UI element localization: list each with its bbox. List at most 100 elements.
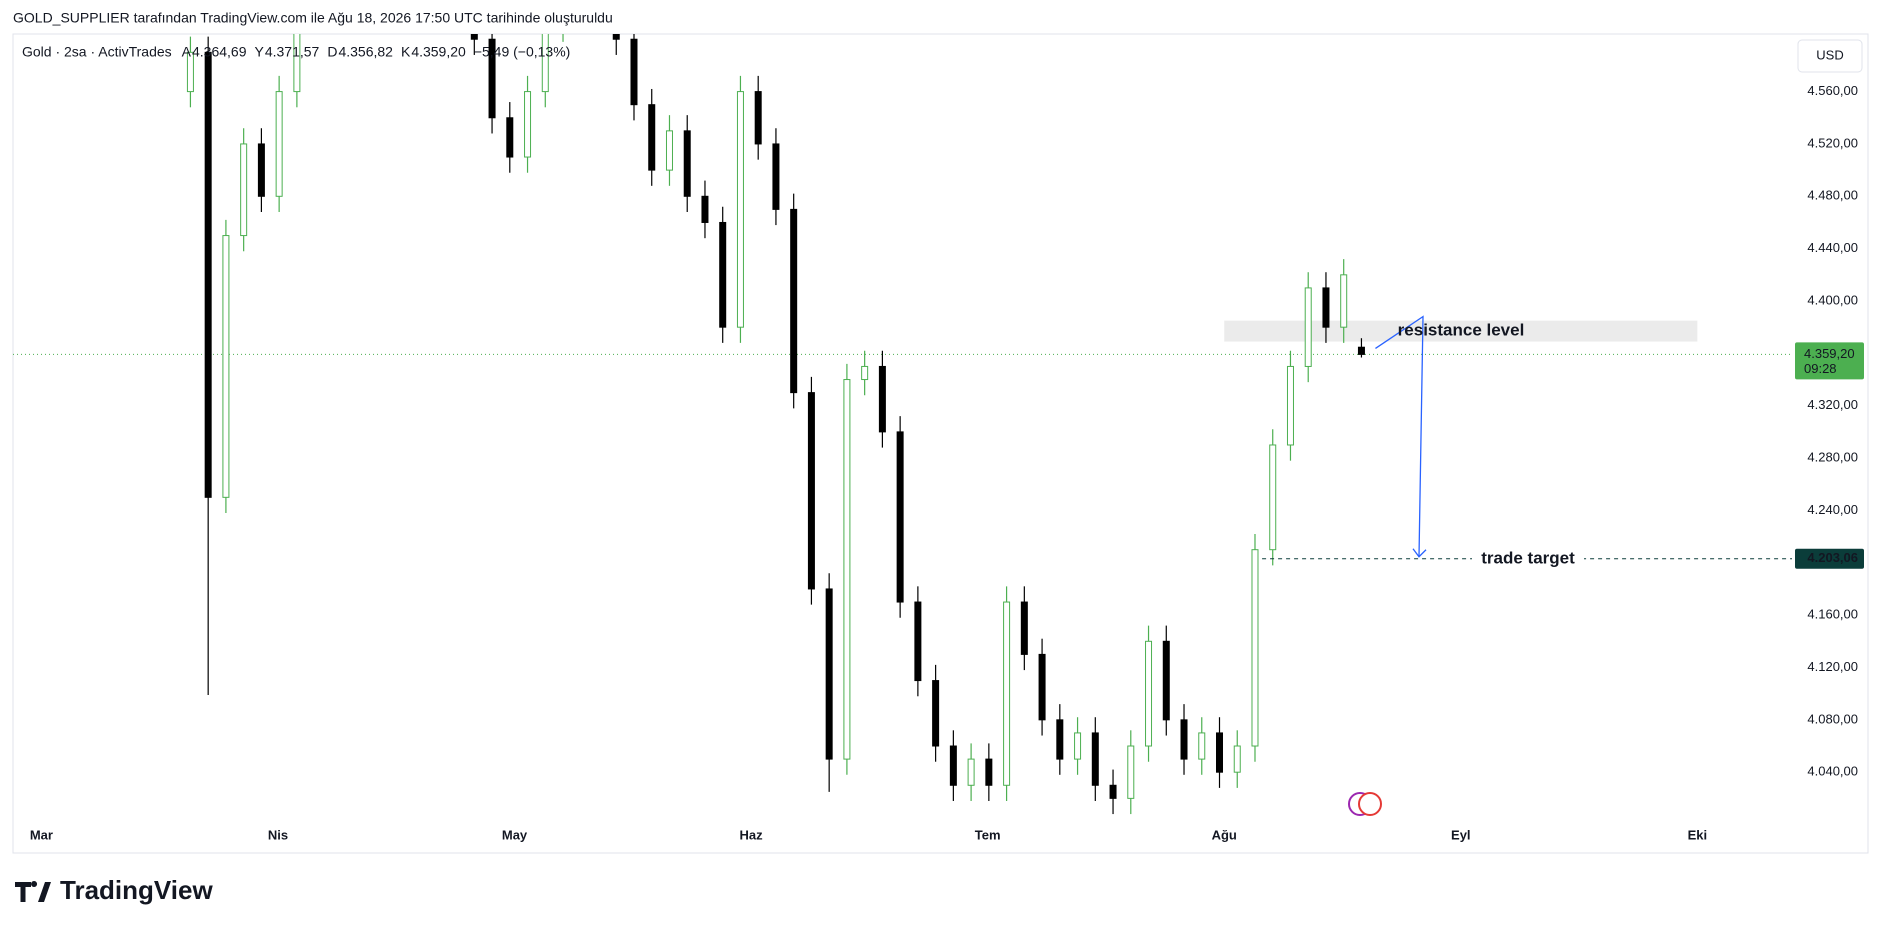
target-tag bbox=[1795, 548, 1864, 569]
candle-body bbox=[293, 34, 301, 93]
chart-title: Gold · 2sa · ActivTrades bbox=[22, 44, 172, 60]
logo-text: TradingView bbox=[60, 875, 213, 905]
y-tick-label: 4.120,00 bbox=[1807, 659, 1858, 674]
y-tick-label: 4.480,00 bbox=[1807, 188, 1858, 203]
x-tick-label: Eki bbox=[1688, 827, 1708, 842]
candle-body bbox=[541, 34, 549, 93]
candle-body bbox=[1251, 549, 1259, 747]
candle-body bbox=[630, 38, 638, 106]
candle-body bbox=[1233, 745, 1241, 773]
candle-body bbox=[878, 365, 886, 433]
ohlc-label: D bbox=[327, 44, 337, 60]
attribution: GOLD_SUPPLIER tarafından TradingView.com… bbox=[13, 10, 613, 26]
y-tick-label: 4.160,00 bbox=[1807, 607, 1858, 622]
candle-body bbox=[1322, 287, 1330, 328]
arrow-head bbox=[1412, 548, 1427, 558]
y-tick-label: 4.320,00 bbox=[1807, 397, 1858, 412]
ohlc-label: Y bbox=[255, 44, 265, 60]
x-tick-label: Nis bbox=[268, 827, 288, 842]
x-tick-label: Eyl bbox=[1451, 827, 1471, 842]
ohlc-label: K bbox=[401, 44, 411, 60]
candle-body bbox=[914, 601, 922, 682]
ohlc-value: 4.359,20 bbox=[411, 44, 466, 60]
candle-body bbox=[683, 130, 691, 197]
last-price-tag bbox=[1795, 342, 1864, 380]
candle-body bbox=[506, 117, 514, 158]
candle-body bbox=[896, 431, 904, 603]
y-tick-label: 4.440,00 bbox=[1807, 240, 1858, 255]
y-tick-label: 4.040,00 bbox=[1807, 764, 1858, 779]
target-price-label: 4.203,06 bbox=[1807, 550, 1858, 565]
candle-body bbox=[1286, 365, 1294, 446]
x-tick-label: Tem bbox=[975, 827, 1001, 842]
candle-body bbox=[612, 34, 620, 40]
candle-body bbox=[665, 130, 673, 171]
candle-body bbox=[1145, 640, 1153, 747]
candle-body bbox=[524, 91, 532, 158]
candle-body bbox=[1216, 732, 1224, 773]
ohlc-value: 4.371,57 bbox=[265, 44, 320, 60]
y-tick-label: 4.280,00 bbox=[1807, 450, 1858, 465]
logo-icon bbox=[15, 881, 51, 902]
candle-body bbox=[1357, 346, 1365, 355]
candle-body bbox=[648, 104, 656, 171]
candle-body bbox=[701, 195, 709, 223]
currency: USD bbox=[1816, 47, 1843, 62]
candle-body bbox=[736, 91, 744, 328]
candle-body bbox=[843, 379, 851, 760]
chart-frame bbox=[12, 33, 1869, 854]
candle-body bbox=[967, 758, 975, 786]
candle-body bbox=[186, 51, 194, 93]
x-tick-label: May bbox=[502, 827, 528, 842]
y-tick-label: 4.080,00 bbox=[1807, 711, 1858, 726]
candle-body bbox=[1340, 274, 1348, 328]
x-tick-label: Mar bbox=[30, 827, 53, 842]
candle-body bbox=[1269, 444, 1277, 551]
candle-body bbox=[1304, 287, 1312, 367]
x-tick-label: Haz bbox=[740, 827, 764, 842]
arrow bbox=[1375, 315, 1424, 557]
candle-body bbox=[790, 208, 798, 394]
candle-body bbox=[985, 758, 993, 786]
y-tick-label: 4.240,00 bbox=[1807, 502, 1858, 517]
candle-body bbox=[257, 143, 265, 197]
target-label-bg bbox=[1472, 548, 1584, 569]
x-tick-label: Ağu bbox=[1212, 827, 1237, 842]
candle-body bbox=[1162, 640, 1170, 721]
currency-button[interactable] bbox=[1797, 39, 1863, 73]
candle-body bbox=[719, 221, 727, 328]
logo: TradingView bbox=[15, 875, 213, 905]
price-change: −5,49 (−0,13%) bbox=[474, 44, 571, 60]
candle-body bbox=[861, 365, 869, 381]
countdown: 09:28 bbox=[1804, 361, 1837, 376]
overlay: Gold · 2sa · ActivTrades A 4.364,69 Y 4.371,… bbox=[22, 44, 1864, 842]
candle-body bbox=[1127, 745, 1135, 799]
candle-body bbox=[1180, 719, 1188, 760]
candle-body bbox=[1074, 732, 1082, 760]
target-label: trade target bbox=[1481, 548, 1575, 567]
candle-body bbox=[1198, 732, 1206, 760]
candle-body bbox=[949, 745, 957, 786]
candle-body bbox=[488, 38, 496, 119]
y-tick-label: 4.400,00 bbox=[1807, 292, 1858, 307]
candle-body bbox=[275, 91, 283, 197]
y-tick-label: 4.520,00 bbox=[1807, 135, 1858, 150]
candle-body bbox=[204, 51, 212, 498]
ohlc-label: A bbox=[182, 44, 192, 60]
candle-body bbox=[240, 143, 248, 237]
candle-body bbox=[1038, 653, 1046, 721]
ohlc-value: 4.356,82 bbox=[338, 44, 393, 60]
candle-body bbox=[1003, 601, 1011, 786]
candle-body bbox=[932, 680, 940, 747]
plot-area bbox=[13, 34, 1792, 815]
y-tick-label: 4.560,00 bbox=[1807, 83, 1858, 98]
candle-body bbox=[222, 235, 230, 498]
candle-body bbox=[754, 91, 762, 145]
candle-body bbox=[1056, 719, 1064, 760]
event-icon bbox=[1358, 792, 1382, 816]
candle-body bbox=[1109, 784, 1117, 799]
candle-body bbox=[772, 143, 780, 210]
candle-body bbox=[1020, 601, 1028, 655]
